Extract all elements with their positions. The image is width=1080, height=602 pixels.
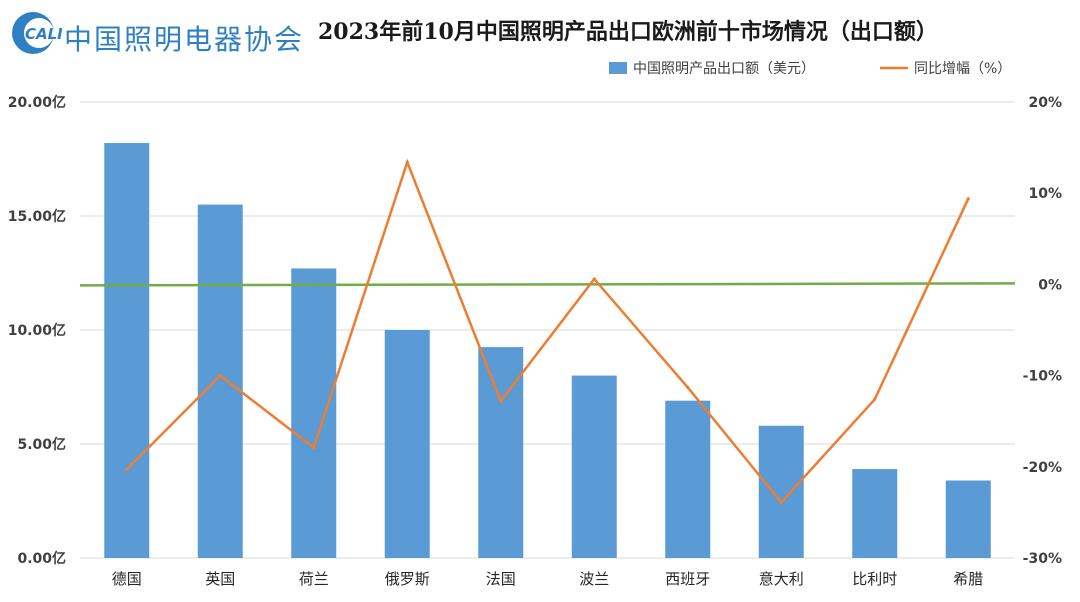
- growth-line-series: [125, 158, 970, 505]
- legend: 中国照明产品出口额（美元） 同比增幅（%）: [609, 61, 1011, 77]
- x-tick-label: 俄罗斯: [385, 570, 430, 588]
- x-tick-label: 西班牙: [665, 570, 710, 588]
- logo-text: 中国照明电器协会: [64, 23, 305, 56]
- x-tick-label: 荷兰: [299, 570, 329, 588]
- logo-abbr: CALI: [25, 25, 62, 43]
- y-right-tick-label: -30%: [1023, 551, 1062, 567]
- y-left-tick-label: 5.00亿: [17, 436, 66, 453]
- legend-line-label: 同比增幅（%）: [914, 61, 1011, 77]
- x-tick-label: 希腊: [953, 570, 983, 588]
- x-tick-label: 意大利: [759, 570, 804, 588]
- legend-bar-swatch: [609, 62, 627, 74]
- zero-reference-line: [79, 282, 1016, 287]
- line-point: [125, 467, 129, 472]
- bar: [197, 204, 243, 558]
- y-right-tick-label: 20%: [1028, 95, 1062, 111]
- x-tick-label: 比利时: [852, 570, 897, 588]
- bar: [571, 375, 617, 558]
- line-point: [499, 399, 503, 403]
- x-tick-label: 波兰: [579, 570, 609, 588]
- growth-line: [125, 158, 970, 505]
- y-left-tick-label: 15.00亿: [8, 208, 66, 225]
- y-left-tick-label: 0.00亿: [17, 550, 66, 567]
- line-point: [312, 446, 316, 450]
- line-point: [966, 197, 970, 201]
- x-tick-label: 法国: [486, 570, 516, 588]
- y-right-tick-label: -10%: [1023, 369, 1062, 385]
- chart-title: 2023年前10月中国照明产品出口欧洲前十市场情况（出口额）: [318, 19, 938, 45]
- line-point: [686, 385, 690, 390]
- line-point: [405, 160, 409, 164]
- bar: [945, 480, 991, 558]
- bar: [104, 143, 150, 559]
- cali-logo-icon: CALI: [12, 12, 63, 54]
- logo: CALI 中国照明电器协会: [6, 6, 306, 58]
- line-point: [873, 397, 877, 401]
- y-right-tick-label: 0%: [1038, 277, 1062, 293]
- axis-labels: 0.00亿 5.00亿 10.00亿 15.00亿 20.00亿 -30% -20% -10%…: [8, 94, 1062, 588]
- y-right-tick-label: -20%: [1023, 460, 1062, 476]
- line-point: [218, 374, 222, 378]
- x-tick-label: 英国: [205, 570, 235, 588]
- zero-line: [79, 282, 1016, 287]
- bar: [852, 469, 898, 558]
- y-left-tick-label: 10.00亿: [8, 322, 66, 339]
- legend-bar-label: 中国照明产品出口额（美元）: [633, 61, 815, 77]
- bar: [384, 330, 430, 558]
- bar: [665, 400, 711, 558]
- line-point: [779, 500, 783, 504]
- bar: [291, 268, 337, 558]
- y-right-tick-label: 10%: [1028, 186, 1062, 202]
- y-left-tick-label: 20.00亿: [8, 94, 66, 111]
- bar-series: [104, 143, 991, 559]
- line-point: [592, 277, 596, 281]
- x-tick-label: 德国: [112, 570, 142, 588]
- bar: [758, 425, 804, 558]
